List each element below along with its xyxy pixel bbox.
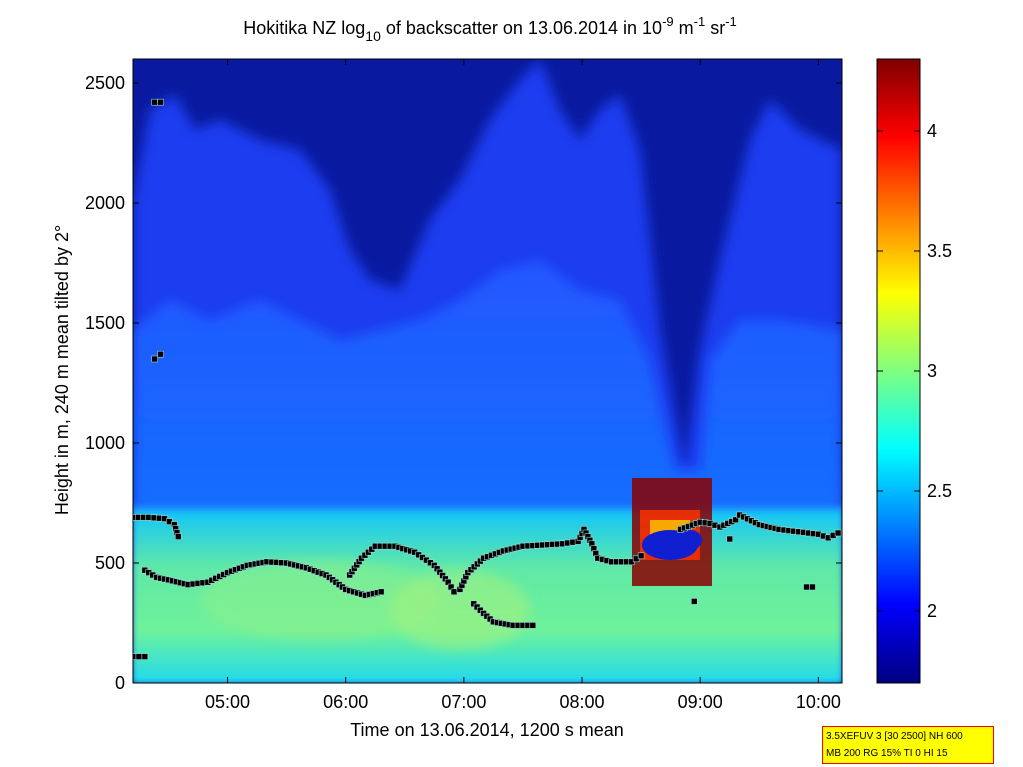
heatmap <box>133 59 842 683</box>
layer-marker <box>834 529 842 537</box>
layer-marker <box>809 583 816 591</box>
x-axis-label: Time on 13.06.2014, 1200 s mean <box>350 720 624 740</box>
annotation-line-1: 3.5XEFUV 3 [30 2500] NH 600 <box>826 731 963 742</box>
layer-markers <box>133 98 842 660</box>
layer-marker <box>174 533 182 540</box>
annotation-line-2: MB 200 RG 15% TI 0 HI 15 <box>826 748 948 759</box>
y-axis: 0 500 1000 1500 2000 2500 <box>85 73 842 693</box>
x-tick-label: 09:00 <box>678 692 723 712</box>
colorbar <box>876 58 921 684</box>
layer-marker <box>157 98 164 106</box>
y-tick-label: 0 <box>115 673 125 693</box>
layer-marker <box>637 552 645 560</box>
plot-frame <box>132 58 843 684</box>
colorbar-ticks: 2 2.5 3 3.5 4 <box>877 121 952 621</box>
layer-marker <box>450 588 458 596</box>
chart-title: Hokitika NZ log10 of backscatter on 13.0… <box>243 14 737 44</box>
layer-marker <box>157 350 164 358</box>
x-axis: 05:00 06:00 07:00 08:00 09:00 10:00 <box>205 59 841 712</box>
colorbar-tick-label: 3 <box>927 361 937 381</box>
x-tick-label: 08:00 <box>560 692 605 712</box>
layer-marker <box>141 653 149 660</box>
layer-marker <box>690 598 698 605</box>
layer-marker <box>151 355 158 363</box>
x-tick-label: 06:00 <box>323 692 368 712</box>
layer-marker <box>135 653 143 660</box>
y-tick-label: 1000 <box>85 433 125 453</box>
x-tick-label: 05:00 <box>205 692 250 712</box>
boundary-layer-core <box>200 560 440 640</box>
x-tick-label: 10:00 <box>796 692 841 712</box>
layer-marker <box>151 98 158 106</box>
boundary-layer-core-2 <box>390 570 530 650</box>
y-tick-label: 2000 <box>85 193 125 213</box>
layer-marker <box>377 588 385 596</box>
settings-annotation-box: 3.5XEFUV 3 [30 2500] NH 600 MB 200 RG 15… <box>822 726 994 764</box>
cloud-echo <box>632 478 712 586</box>
y-axis-label: Height in m, 240 m mean tilted by 2° <box>52 225 72 515</box>
colorbar-tick-label: 3.5 <box>927 241 952 261</box>
colorbar-tick-label: 4 <box>927 121 937 141</box>
layer-marker <box>803 583 810 591</box>
x-tick-label: 07:00 <box>441 692 486 712</box>
colorbar-tick-label: 2.5 <box>927 481 952 501</box>
layer-marker <box>529 622 537 629</box>
y-tick-label: 500 <box>95 553 125 573</box>
colorbar-tick-label: 2 <box>927 601 937 621</box>
layer-marker <box>726 535 734 543</box>
layer-marker <box>133 653 137 660</box>
y-tick-label: 2500 <box>85 73 125 93</box>
y-tick-label: 1500 <box>85 313 125 333</box>
layer-marker <box>732 516 739 524</box>
